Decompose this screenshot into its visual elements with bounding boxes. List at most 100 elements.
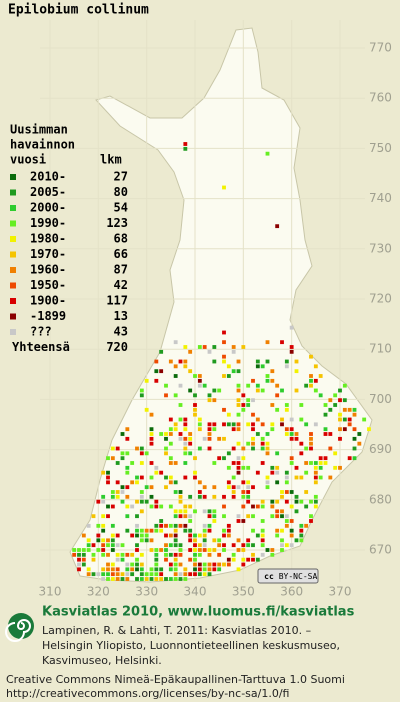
observation-square: [280, 548, 284, 552]
observation-square: [222, 494, 226, 499]
observation-square: [222, 407, 226, 412]
observation-square: [149, 485, 154, 490]
observation-square: [144, 407, 149, 412]
observation-square: [313, 461, 318, 465]
observation-square: [260, 441, 265, 446]
observation-square: [313, 480, 318, 485]
observation-square: [91, 552, 96, 557]
observation-square: [197, 345, 202, 349]
observation-square: [294, 475, 299, 480]
observation-square: [110, 548, 115, 552]
observation-square: [139, 393, 144, 398]
observation-square: [188, 451, 193, 456]
observation-square: [193, 543, 197, 548]
observation-square: [255, 417, 260, 422]
observation-square: [328, 407, 333, 412]
observation-square: [101, 538, 106, 543]
observation-square: [246, 465, 251, 470]
observation-square: [280, 422, 284, 427]
observation-square: [197, 543, 202, 548]
observation-square: [294, 369, 299, 374]
observation-square: [72, 548, 77, 552]
y-tick-label: 700: [369, 392, 392, 406]
observation-square: [96, 538, 101, 543]
observation-square: [164, 548, 168, 552]
observation-square: [173, 557, 178, 562]
observation-square: [231, 427, 236, 432]
observation-square: [294, 538, 299, 543]
observation-square: [139, 509, 144, 514]
observation-square: [284, 519, 289, 523]
observation-square: [125, 577, 130, 581]
observation-square: [188, 533, 193, 538]
observation-square: [178, 403, 183, 407]
logo: [5, 613, 34, 642]
observation-square: [188, 349, 193, 354]
observation-square: [246, 490, 251, 494]
observation-square: [164, 383, 168, 388]
observation-square: [144, 572, 149, 577]
observation-square: [338, 427, 342, 432]
observation-square: [226, 465, 231, 470]
observation-square: [106, 572, 110, 577]
observation-square: [173, 364, 178, 369]
observation-square: [183, 572, 188, 577]
observation-square: [323, 432, 328, 436]
observation-square: [120, 543, 125, 548]
observation-square: [188, 557, 193, 562]
observation-square: [197, 552, 202, 557]
observation-square: [173, 538, 178, 543]
observation-square: [318, 475, 323, 480]
observation-square: [115, 446, 120, 451]
observation-square: [309, 441, 313, 446]
observation-square: [255, 359, 260, 364]
observation-square: [275, 480, 280, 485]
observation-square: [193, 567, 197, 572]
observation-square: [309, 354, 313, 359]
legend-count: 68: [114, 232, 128, 246]
observation-square: [164, 436, 168, 441]
observation-square: [115, 572, 120, 577]
observation-square: [106, 504, 110, 509]
observation-square: [183, 345, 188, 349]
observation-square: [178, 514, 183, 519]
badge-box: [257, 568, 319, 584]
observation-square: [313, 378, 318, 383]
observation-square: [231, 490, 236, 494]
observation-square: [236, 369, 241, 374]
observation-square: [106, 538, 110, 543]
observation-square: [212, 567, 217, 572]
observation-square: [246, 514, 251, 519]
observation-square: [130, 461, 135, 465]
observation-square: [125, 504, 130, 509]
observation-square: [212, 345, 217, 349]
y-tick-label: 720: [369, 292, 392, 306]
observation-square: [251, 552, 255, 557]
observation-square: [202, 436, 207, 441]
legend-swatch: [10, 205, 16, 211]
observation-square: [183, 364, 188, 369]
observation-square: [139, 475, 144, 480]
observation-square: [188, 548, 193, 552]
observation-square: [260, 519, 265, 523]
observation-square: [207, 422, 212, 427]
observation-square: [193, 470, 197, 475]
observation-square: [284, 514, 289, 519]
observation-square: [164, 393, 168, 398]
observation-square: [178, 577, 183, 581]
observation-square: [241, 403, 246, 407]
observation-square: [193, 407, 197, 412]
observation-square: [154, 577, 159, 581]
legend-label: 1980-: [30, 232, 66, 246]
observation-square: [222, 528, 226, 533]
observation-square: [246, 538, 251, 543]
observation-square: [144, 499, 149, 504]
observation-square: [304, 383, 309, 388]
observation-square: [323, 403, 328, 407]
observation-square: [217, 552, 222, 557]
observation-square: [226, 528, 231, 533]
observation-square: [193, 456, 197, 461]
observation-square: [86, 523, 91, 528]
observation-square: [188, 519, 193, 523]
observation-square: [173, 567, 178, 572]
